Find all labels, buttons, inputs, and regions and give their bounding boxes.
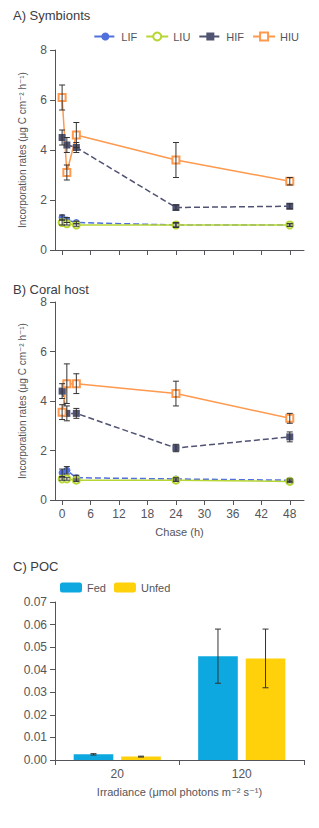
svg-text:C) POC: C) POC <box>13 559 59 574</box>
svg-text:120: 120 <box>232 767 252 781</box>
svg-text:4: 4 <box>40 143 47 157</box>
svg-text:0.01: 0.01 <box>24 730 48 744</box>
svg-text:0.05: 0.05 <box>24 640 48 654</box>
svg-text:48: 48 <box>283 507 297 521</box>
svg-text:4: 4 <box>40 394 47 408</box>
svg-text:12: 12 <box>112 507 126 521</box>
svg-text:HIU: HIU <box>280 31 299 43</box>
svg-text:30: 30 <box>198 507 212 521</box>
svg-text:8: 8 <box>40 295 47 309</box>
svg-text:42: 42 <box>255 507 269 521</box>
svg-text:36: 36 <box>226 507 240 521</box>
svg-text:0: 0 <box>40 493 47 507</box>
svg-text:0.04: 0.04 <box>24 663 48 677</box>
svg-text:0.07: 0.07 <box>24 595 48 609</box>
svg-text:0.03: 0.03 <box>24 685 48 699</box>
svg-text:24: 24 <box>169 507 183 521</box>
svg-text:20: 20 <box>111 767 125 781</box>
svg-text:Incorporation rates (μg C cm⁻²: Incorporation rates (μg C cm⁻² h⁻¹) <box>17 323 28 479</box>
svg-text:0: 0 <box>59 507 66 521</box>
svg-text:Unfed: Unfed <box>141 582 170 594</box>
svg-text:B) Coral host: B) Coral host <box>13 282 89 297</box>
svg-text:0.00: 0.00 <box>24 753 48 767</box>
svg-text:2: 2 <box>40 193 47 207</box>
svg-text:6: 6 <box>40 345 47 359</box>
svg-text:Incorporation rates (μg C cm⁻²: Incorporation rates (μg C cm⁻² h⁻¹) <box>17 72 28 228</box>
svg-text:HIF: HIF <box>226 31 244 43</box>
svg-text:LIU: LIU <box>173 31 190 43</box>
svg-text:0.06: 0.06 <box>24 618 48 632</box>
svg-text:6: 6 <box>40 93 47 107</box>
svg-text:0: 0 <box>40 243 47 257</box>
svg-text:6: 6 <box>87 507 94 521</box>
svg-text:A) Symbionts: A) Symbionts <box>13 8 91 23</box>
svg-text:8: 8 <box>40 43 47 57</box>
svg-text:LIF: LIF <box>121 31 137 43</box>
svg-text:Fed: Fed <box>87 582 106 594</box>
svg-text:2: 2 <box>40 444 47 458</box>
svg-text:18: 18 <box>141 507 155 521</box>
svg-text:Irradiance (μmol photons m⁻² s: Irradiance (μmol photons m⁻² s⁻¹) <box>97 786 262 798</box>
svg-text:0.02: 0.02 <box>24 708 48 722</box>
svg-text:Chase (h): Chase (h) <box>155 526 203 538</box>
